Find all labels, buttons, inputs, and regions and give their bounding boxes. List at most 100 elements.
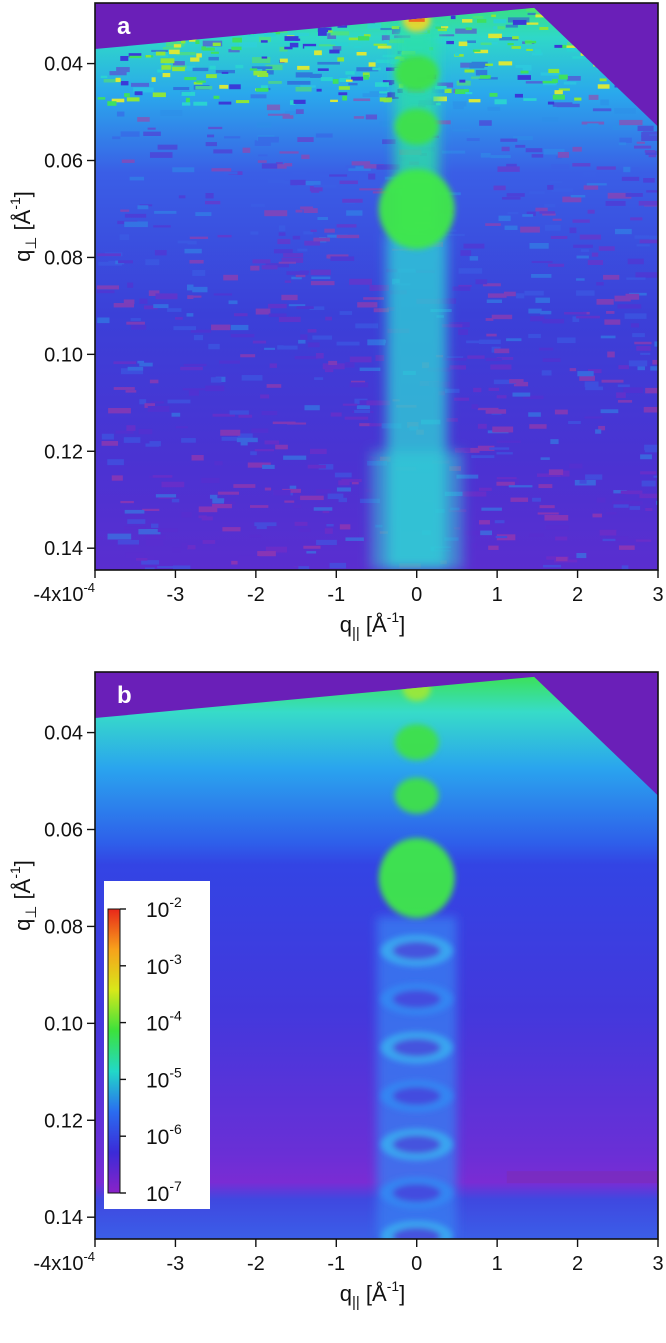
noise-speckle — [558, 74, 568, 80]
noise-speckle — [543, 148, 565, 155]
noise-speckle — [137, 360, 145, 364]
noise-speckle — [208, 56, 219, 61]
colorbar-tick-label: 10-4 — [146, 1008, 182, 1036]
noise-speckle — [124, 93, 130, 97]
noise-speckle — [154, 249, 167, 256]
noise-speckle — [359, 367, 381, 372]
noise-speckle — [600, 335, 616, 339]
noise-speckle — [339, 524, 351, 530]
noise-speckle — [180, 366, 203, 371]
noise-speckle — [338, 92, 348, 96]
noise-speckle — [120, 55, 129, 61]
noise-speckle — [612, 538, 628, 541]
noise-speckle — [490, 155, 511, 159]
noise-speckle — [481, 507, 502, 511]
noise-speckle — [492, 426, 514, 433]
noise-speckle — [320, 174, 332, 178]
noise-speckle — [475, 69, 488, 76]
noise-speckle — [252, 259, 271, 264]
panel-letter: b — [117, 682, 132, 709]
noise-speckle — [620, 490, 643, 494]
noise-speckle — [242, 147, 251, 153]
noise-speckle — [161, 481, 185, 488]
noise-speckle — [268, 313, 287, 317]
noise-speckle — [367, 339, 386, 346]
noise-speckle — [640, 454, 652, 460]
noise-speckle — [595, 429, 602, 434]
noise-speckle — [250, 265, 260, 271]
noise-speckle — [449, 365, 467, 370]
noise-speckle — [331, 40, 337, 45]
noise-speckle — [229, 84, 241, 90]
panel-letter: a — [117, 13, 131, 40]
noise-speckle — [621, 565, 629, 571]
noise-speckle — [485, 318, 494, 321]
y-tick-label: 0.06 — [44, 151, 83, 173]
noise-speckle — [514, 93, 523, 98]
noise-speckle — [644, 447, 658, 453]
noise-speckle — [458, 329, 469, 335]
noise-speckle — [576, 290, 595, 296]
noise-speckle — [162, 47, 180, 50]
noise-speckle — [251, 428, 269, 433]
bragg-peak-core — [392, 1135, 441, 1154]
noise-speckle — [175, 317, 183, 320]
noise-speckle — [612, 500, 636, 505]
noise-speckle — [173, 44, 182, 48]
noise-speckle — [260, 394, 270, 399]
noise-speckle — [328, 30, 333, 33]
noise-speckle — [612, 124, 633, 130]
noise-speckle — [552, 94, 565, 100]
noise-speckle — [250, 231, 259, 235]
noise-speckle — [542, 213, 556, 216]
noise-speckle — [499, 37, 519, 41]
noise-speckle — [479, 120, 492, 126]
noise-speckle — [582, 171, 597, 177]
noise-speckle — [316, 88, 322, 92]
noise-speckle — [292, 171, 307, 175]
noise-speckle — [542, 358, 561, 362]
noise-speckle — [149, 379, 159, 384]
noise-speckle — [656, 500, 658, 505]
noise-speckle — [523, 98, 537, 101]
noise-speckle — [507, 211, 519, 215]
noise-speckle — [336, 234, 360, 239]
noise-speckle — [529, 424, 547, 429]
noise-speckle — [366, 400, 391, 406]
noise-speckle — [359, 174, 371, 181]
noise-speckle — [543, 564, 562, 568]
noise-speckle — [152, 475, 173, 478]
noise-speckle — [532, 497, 541, 502]
noise-speckle — [382, 80, 395, 85]
noise-speckle — [496, 440, 521, 443]
noise-speckle — [561, 470, 570, 477]
noise-speckle — [218, 101, 232, 105]
noise-speckle — [584, 381, 599, 388]
noise-speckle — [453, 397, 470, 401]
noise-speckle — [309, 306, 325, 310]
noise-speckle — [535, 14, 550, 18]
noise-speckle — [282, 180, 290, 184]
x-tick-label: -2 — [247, 584, 265, 606]
noise-speckle — [101, 441, 119, 446]
noise-speckle — [279, 58, 288, 63]
noise-speckle — [345, 79, 353, 82]
noise-speckle — [439, 34, 455, 37]
noise-speckle — [149, 152, 173, 158]
noise-speckle — [146, 539, 164, 546]
noise-speckle — [498, 215, 511, 222]
noise-speckle — [529, 533, 544, 537]
noise-speckle — [356, 51, 367, 56]
noise-speckle — [293, 99, 306, 104]
noise-speckle — [605, 200, 626, 206]
noise-speckle — [478, 487, 492, 491]
noise-speckle — [513, 381, 529, 387]
noise-speckle — [195, 40, 200, 45]
noise-speckle — [250, 451, 257, 456]
noise-speckle — [482, 283, 501, 287]
noise-speckle — [322, 363, 345, 370]
noise-speckle — [265, 546, 288, 553]
noise-speckle — [217, 234, 232, 238]
noise-speckle — [278, 225, 286, 231]
noise-speckle — [528, 333, 541, 339]
